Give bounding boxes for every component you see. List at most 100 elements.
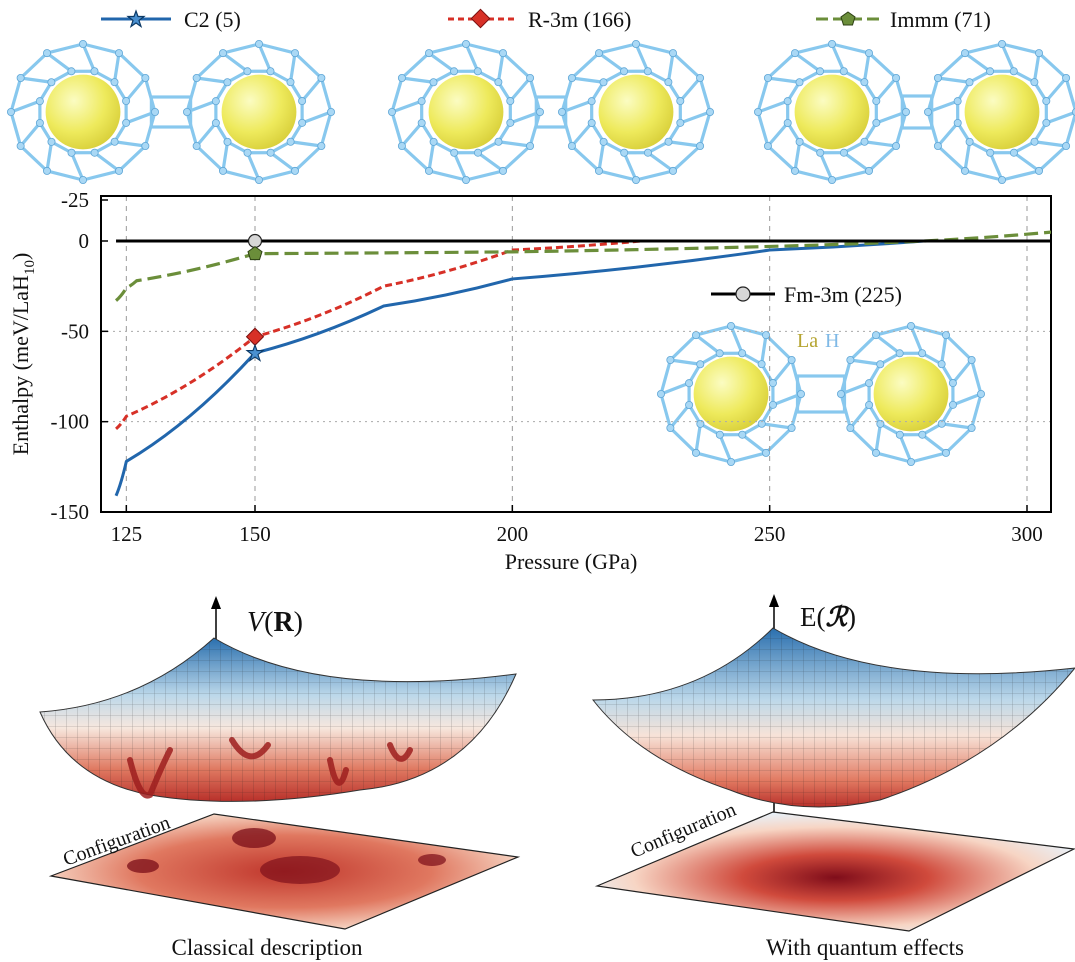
- h-bond: [1044, 76, 1068, 103]
- h-bond: [185, 99, 218, 114]
- diamond-icon: [470, 8, 491, 29]
- h-bond: [570, 121, 594, 148]
- h-bond: [124, 110, 157, 125]
- h-bond: [1064, 76, 1075, 114]
- h-atom: [738, 430, 747, 439]
- h-bond: [874, 422, 882, 455]
- h-bond: [45, 169, 85, 182]
- y-tick-label: -150: [51, 500, 90, 524]
- pentagon-icon: [840, 11, 856, 26]
- h-bond: [476, 151, 505, 173]
- h-bond: [319, 76, 333, 114]
- h-atom: [122, 118, 131, 127]
- h-bond: [570, 144, 601, 173]
- h-atom: [907, 321, 916, 330]
- la-atom: [964, 74, 1040, 150]
- h-bond: [718, 433, 733, 464]
- h-atom: [942, 448, 951, 457]
- h-atom: [715, 349, 724, 358]
- h-bond: [117, 51, 147, 80]
- h-atom: [860, 137, 869, 146]
- h-bond: [81, 42, 97, 73]
- h-atom: [816, 67, 825, 76]
- h-atom: [417, 97, 426, 106]
- classical-surface-wells: [127, 737, 413, 799]
- h-bond: [698, 76, 712, 114]
- la-atom: [794, 74, 870, 150]
- hydrogen-cage: [558, 40, 715, 184]
- h-atom: [937, 360, 946, 369]
- h-bond: [659, 381, 691, 396]
- h-bond: [830, 42, 871, 55]
- h-bond: [560, 99, 594, 114]
- h-atom: [290, 49, 299, 58]
- h-atom: [762, 448, 771, 457]
- h-bond: [257, 42, 297, 55]
- h-bond: [874, 451, 913, 464]
- h-bond: [293, 144, 323, 173]
- h-bond: [874, 333, 902, 355]
- h-bond: [793, 42, 834, 55]
- h-atom: [924, 108, 933, 117]
- la-atom-label: La: [797, 330, 818, 352]
- hydrogen-cage: [7, 40, 159, 184]
- h-bond: [839, 392, 852, 430]
- structure-pair: [7, 40, 335, 184]
- h-bond: [970, 392, 983, 430]
- h-bond: [597, 169, 638, 182]
- h-bond: [427, 42, 468, 55]
- h-atom: [666, 423, 675, 432]
- h-atom: [965, 137, 974, 146]
- h-atom: [757, 419, 766, 428]
- h-atom: [599, 78, 608, 87]
- x-tick-labels: 125 150 200 250 300: [111, 522, 1043, 546]
- h-bond: [951, 358, 974, 385]
- h-atom: [791, 166, 800, 175]
- h-bond: [293, 51, 323, 80]
- h-atom: [595, 49, 604, 58]
- h-bond: [666, 140, 702, 148]
- marker-r3m: [245, 327, 265, 346]
- h-atom: [16, 74, 25, 83]
- h-atom: [7, 108, 15, 117]
- legend-label-immm: Immm (71): [890, 7, 991, 32]
- h-atom: [192, 141, 201, 150]
- h-atom: [839, 67, 848, 76]
- h-bond: [269, 151, 297, 173]
- h-bond: [390, 76, 404, 114]
- h-bond: [195, 144, 225, 173]
- h-atom: [429, 78, 438, 87]
- h-atom: [837, 389, 846, 398]
- h-bond: [221, 140, 230, 173]
- h-atom: [397, 141, 406, 150]
- h-atom: [498, 166, 507, 175]
- h-atom: [738, 349, 747, 358]
- h-bond: [940, 333, 948, 366]
- h-atom: [666, 355, 675, 364]
- h-bond: [560, 76, 574, 114]
- h-atom: [685, 379, 694, 388]
- h-bond: [874, 324, 913, 337]
- h-atom: [828, 40, 837, 49]
- h-atom: [846, 423, 855, 432]
- v-axis-label: V(R): [247, 607, 303, 638]
- h-atom: [895, 430, 904, 439]
- h-bond: [427, 169, 468, 182]
- h-bond: [790, 358, 803, 396]
- h-atom: [692, 448, 701, 457]
- h-bond: [944, 426, 974, 455]
- h-atom: [948, 379, 957, 388]
- h-atom: [977, 389, 986, 398]
- h-bond: [452, 151, 468, 182]
- h-bond: [867, 144, 898, 173]
- h-atom: [429, 137, 438, 146]
- h-bond: [698, 110, 712, 148]
- h-bond: [622, 151, 638, 182]
- h-atom: [1030, 137, 1039, 146]
- h-atom: [286, 137, 295, 146]
- h-bond: [81, 42, 121, 55]
- h-bond: [1012, 151, 1041, 173]
- h-atom: [211, 118, 220, 127]
- h-atom: [1009, 67, 1018, 76]
- h-atom: [298, 118, 307, 127]
